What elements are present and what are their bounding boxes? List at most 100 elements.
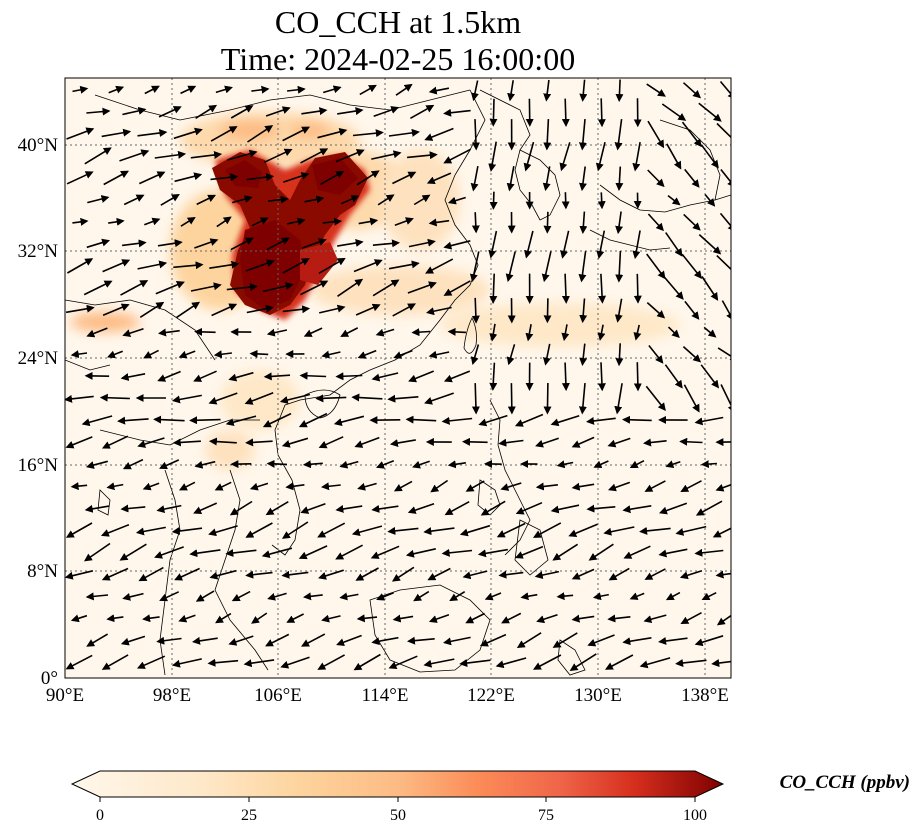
- wind-arrow: [666, 143, 682, 170]
- lon-tick: 90°E: [46, 685, 84, 706]
- wind-arrow: [679, 569, 703, 580]
- wind-arrow: [556, 460, 574, 469]
- wind-arrow: [101, 435, 129, 449]
- wind-arrow: [156, 504, 182, 514]
- wind-arrow: [371, 150, 402, 160]
- wind-arrow: [351, 393, 383, 402]
- wind-arrow: [261, 547, 293, 559]
- wind-arrow: [679, 437, 703, 446]
- wind-arrow: [647, 213, 664, 232]
- wind-arrow: [597, 98, 606, 128]
- concentration-field: [70, 112, 680, 470]
- wind-arrow: [194, 238, 219, 249]
- wind-arrow: [144, 217, 161, 226]
- wind-arrow: [459, 659, 491, 668]
- wind-arrow: [356, 170, 380, 186]
- lon-tick: 106°E: [254, 685, 302, 706]
- wind-arrow: [213, 350, 232, 359]
- wind-arrow: [700, 144, 719, 169]
- wind-arrow: [443, 636, 471, 646]
- wind-arrow: [122, 458, 144, 470]
- wind-arrow: [370, 545, 400, 559]
- wind-arrow: [84, 504, 110, 513]
- wind-arrow: [471, 80, 479, 102]
- wind-arrow: [489, 362, 498, 391]
- wind-arrow: [391, 566, 415, 582]
- wind-arrow: [413, 194, 431, 206]
- wind-arrow: [83, 542, 111, 562]
- wind-arrow: [700, 460, 717, 469]
- wind-arrow: [263, 148, 293, 164]
- wind-arrow: [158, 328, 180, 337]
- wind-arrow: [193, 370, 217, 382]
- wind-arrow: [471, 119, 480, 151]
- wind-arrow: [263, 372, 291, 381]
- wind-arrow: [372, 239, 400, 248]
- wind-arrow: [123, 194, 145, 206]
- wind-arrow: [543, 382, 552, 415]
- wind-arrow: [571, 482, 595, 491]
- wind-arrow: [245, 438, 273, 447]
- wind-arrow: [317, 128, 348, 139]
- wind-arrow: [506, 344, 516, 366]
- wind-arrow: [66, 171, 94, 185]
- wind-arrow: [667, 194, 681, 206]
- wind-arrow: [525, 324, 534, 342]
- wind-arrow: [106, 614, 124, 623]
- wind-arrow: [542, 166, 551, 192]
- wind-arrow: [387, 526, 419, 535]
- colorbar-tick: 75: [538, 807, 554, 824]
- lon-tick: 130°E: [574, 685, 622, 706]
- wind-arrow: [387, 394, 419, 403]
- wind-arrow: [532, 522, 562, 538]
- wind-arrow: [142, 614, 160, 623]
- colorbar: 0 25 50 75 100 CO_CCH (ppbv): [70, 770, 910, 824]
- wind-arrow: [249, 482, 269, 491]
- wind-arrow: [318, 257, 346, 274]
- wind-arrow: [622, 637, 652, 646]
- wind-arrow: [684, 168, 700, 188]
- wind-arrow: [122, 328, 144, 338]
- wind-arrow: [300, 502, 326, 514]
- wind-arrow: [318, 569, 344, 580]
- wind-arrow: [321, 350, 341, 359]
- wind-arrow: [137, 260, 168, 270]
- wind-arrow: [514, 545, 544, 559]
- wind-arrow: [426, 172, 452, 185]
- wind-arrow: [646, 83, 666, 97]
- wind-arrow: [86, 633, 109, 647]
- wind-arrow: [189, 416, 221, 425]
- wind-arrow: [229, 500, 253, 516]
- wind-arrow: [515, 501, 543, 515]
- wind-arrow: [160, 193, 180, 206]
- wind-arrow: [228, 371, 254, 382]
- wind-arrow: [597, 324, 606, 341]
- wind-arrow: [65, 654, 93, 670]
- wind-arrow: [120, 635, 146, 646]
- wind-arrow: [480, 500, 506, 516]
- wind-arrow: [658, 637, 688, 645]
- wind-arrow: [719, 212, 731, 232]
- wind-arrow: [227, 149, 258, 161]
- wind-arrow: [413, 590, 430, 602]
- wind-arrow: [500, 482, 522, 491]
- wind-arrow: [249, 349, 269, 358]
- wind-arrow: [603, 526, 635, 536]
- wind-arrow: [664, 364, 683, 389]
- wind-arrow: [190, 150, 223, 159]
- wind-arrow: [86, 107, 111, 116]
- wind-arrow: [604, 654, 634, 670]
- wind-arrow: [211, 303, 238, 317]
- wind-arrow: [516, 632, 542, 649]
- wind-arrow: [392, 614, 414, 623]
- wind-arrow: [489, 323, 498, 342]
- wind-arrow: [317, 654, 345, 670]
- colorbar-tick: 50: [390, 807, 406, 824]
- wind-arrow: [120, 280, 149, 296]
- wind-arrow: [524, 230, 534, 259]
- wind-arrow: [85, 460, 109, 469]
- wind-arrow: [680, 611, 702, 625]
- wind-arrow: [178, 481, 196, 491]
- wind-arrow: [117, 416, 149, 425]
- wind-arrow: [587, 634, 615, 647]
